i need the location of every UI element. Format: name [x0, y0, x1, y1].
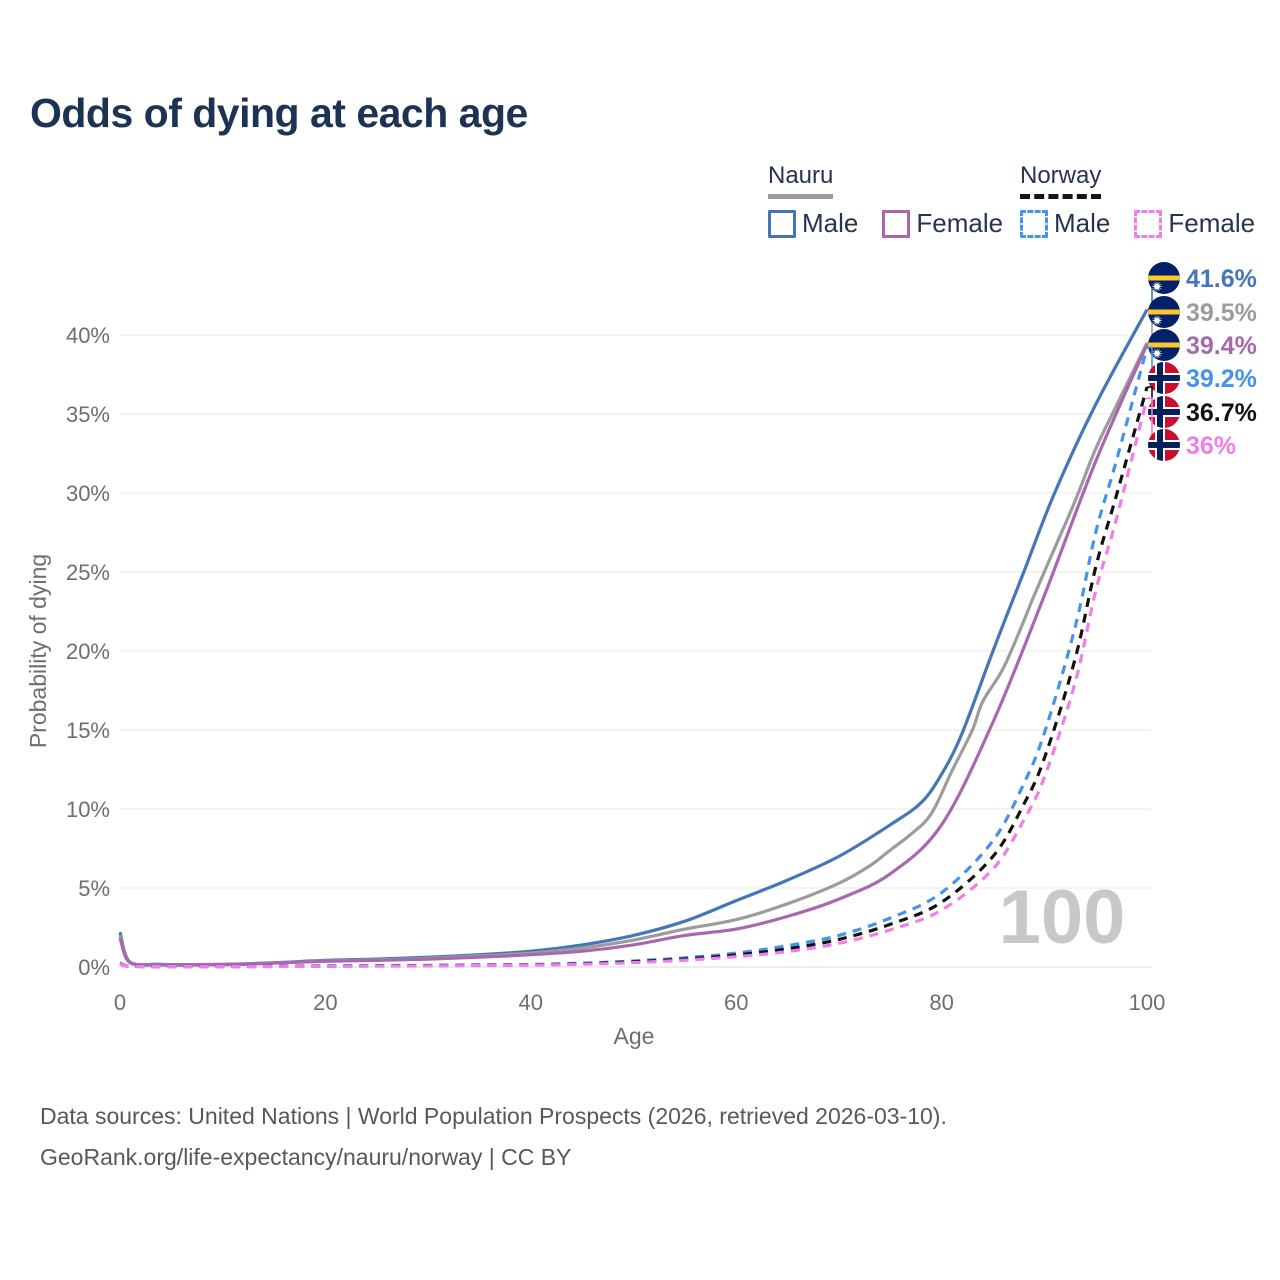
x-tick-label: 80: [929, 990, 953, 1015]
flag-cross-blue-v: [1157, 362, 1163, 394]
flag-cross-blue-h: [1148, 409, 1180, 415]
flag-stripe: [1148, 275, 1180, 281]
y-tick-label: 35%: [66, 402, 110, 427]
legend-country-norway[interactable]: Norway: [1020, 162, 1102, 199]
page-title: Odds of dying at each age: [30, 90, 528, 136]
legend-item-label: Male: [1054, 208, 1111, 238]
flag-stripe: [1148, 309, 1180, 315]
y-tick-label: 0%: [78, 955, 110, 980]
end-label-nauru-female: 39.4%: [1186, 332, 1257, 360]
nauru-flag-icon: [1148, 296, 1180, 328]
attribution-text: GeoRank.org/life-expectancy/nauru/norway…: [40, 1144, 572, 1170]
x-tick-label: 0: [114, 990, 126, 1015]
series-line-nauru-female: [118, 343, 1149, 967]
y-tick-label: 10%: [66, 797, 110, 822]
flag-cross-blue-h: [1148, 442, 1180, 448]
end-label-norway: 36.7%: [1186, 399, 1257, 427]
flag-cross-blue-v: [1157, 429, 1163, 461]
legend-items-norway: Male Female: [1020, 208, 1279, 239]
flag-stripe: [1148, 342, 1180, 348]
legend-item-norway-male[interactable]: Male: [1020, 208, 1110, 239]
data-sources-text: Data sources: United Nations | World Pop…: [40, 1103, 947, 1129]
x-tick-label: 40: [519, 990, 543, 1015]
y-tick-label: 30%: [66, 481, 110, 506]
legend-item-norway-female[interactable]: Female: [1134, 208, 1255, 239]
legend-country-nauru[interactable]: Nauru: [768, 162, 834, 199]
footer: Data sources: United Nations | World Pop…: [40, 1096, 947, 1178]
flag-star: [1151, 347, 1163, 360]
norway-flag-icon: [1148, 362, 1180, 394]
nauru-male-swatch-icon: [768, 209, 796, 238]
legend-items-nauru: Male Female: [768, 208, 1027, 239]
norway-flag-icon: [1148, 396, 1180, 428]
norway-male-swatch-icon: [1020, 209, 1048, 238]
norway-female-swatch-icon: [1134, 209, 1163, 238]
end-label-norway-female: 36%: [1186, 432, 1236, 460]
legend-group-norway: Norway Male Female: [1020, 162, 1279, 239]
y-tick-label: 20%: [66, 639, 110, 664]
x-axis-title: Age: [614, 1023, 655, 1049]
series-line-norway-male: [119, 347, 1149, 969]
end-label-nauru-male: 41.6%: [1186, 265, 1257, 293]
nauru-flag-icon: [1148, 262, 1180, 294]
y-tick-label: 5%: [78, 876, 110, 901]
legend-item-nauru-female[interactable]: Female: [882, 208, 1003, 239]
y-axis-title: Probability of dying: [25, 554, 51, 748]
series-line-nauru-male: [118, 308, 1149, 967]
flag-star: [1151, 314, 1163, 327]
legend-item-label: Male: [802, 208, 859, 238]
flag-cross-blue-v: [1157, 396, 1163, 428]
watermark-age-100: 100: [999, 875, 1126, 960]
legend-item-label: Female: [916, 208, 1004, 238]
x-tick-label: 20: [313, 990, 337, 1015]
legend-item-label: Female: [1168, 208, 1256, 238]
flag-cross-blue-h: [1148, 375, 1180, 381]
series-line-norway: [119, 386, 1149, 969]
y-tick-label: 25%: [66, 560, 110, 585]
series-line-norway-female: [119, 397, 1149, 969]
nauru-female-swatch-icon: [882, 209, 911, 238]
mortality-line-chart[interactable]: 100 0% 5% 10% 15% 20% 25% 30% 35% 40% 0 20 40 60 80 100…: [0, 250, 1280, 1080]
y-tick-label: 15%: [66, 718, 110, 743]
x-tick-label: 100: [1129, 990, 1166, 1015]
y-tick-label: 40%: [66, 323, 110, 348]
legend-group-nauru: Nauru Male Female: [768, 162, 1027, 239]
x-tick-label: 60: [724, 990, 748, 1015]
legend-item-nauru-male[interactable]: Male: [768, 208, 858, 239]
nauru-flag-icon: [1148, 329, 1180, 361]
flag-star: [1151, 280, 1163, 293]
norway-flag-icon: [1148, 429, 1180, 461]
end-label-norway-male: 39.2%: [1186, 365, 1257, 393]
end-label-nauru: 39.5%: [1186, 299, 1257, 327]
